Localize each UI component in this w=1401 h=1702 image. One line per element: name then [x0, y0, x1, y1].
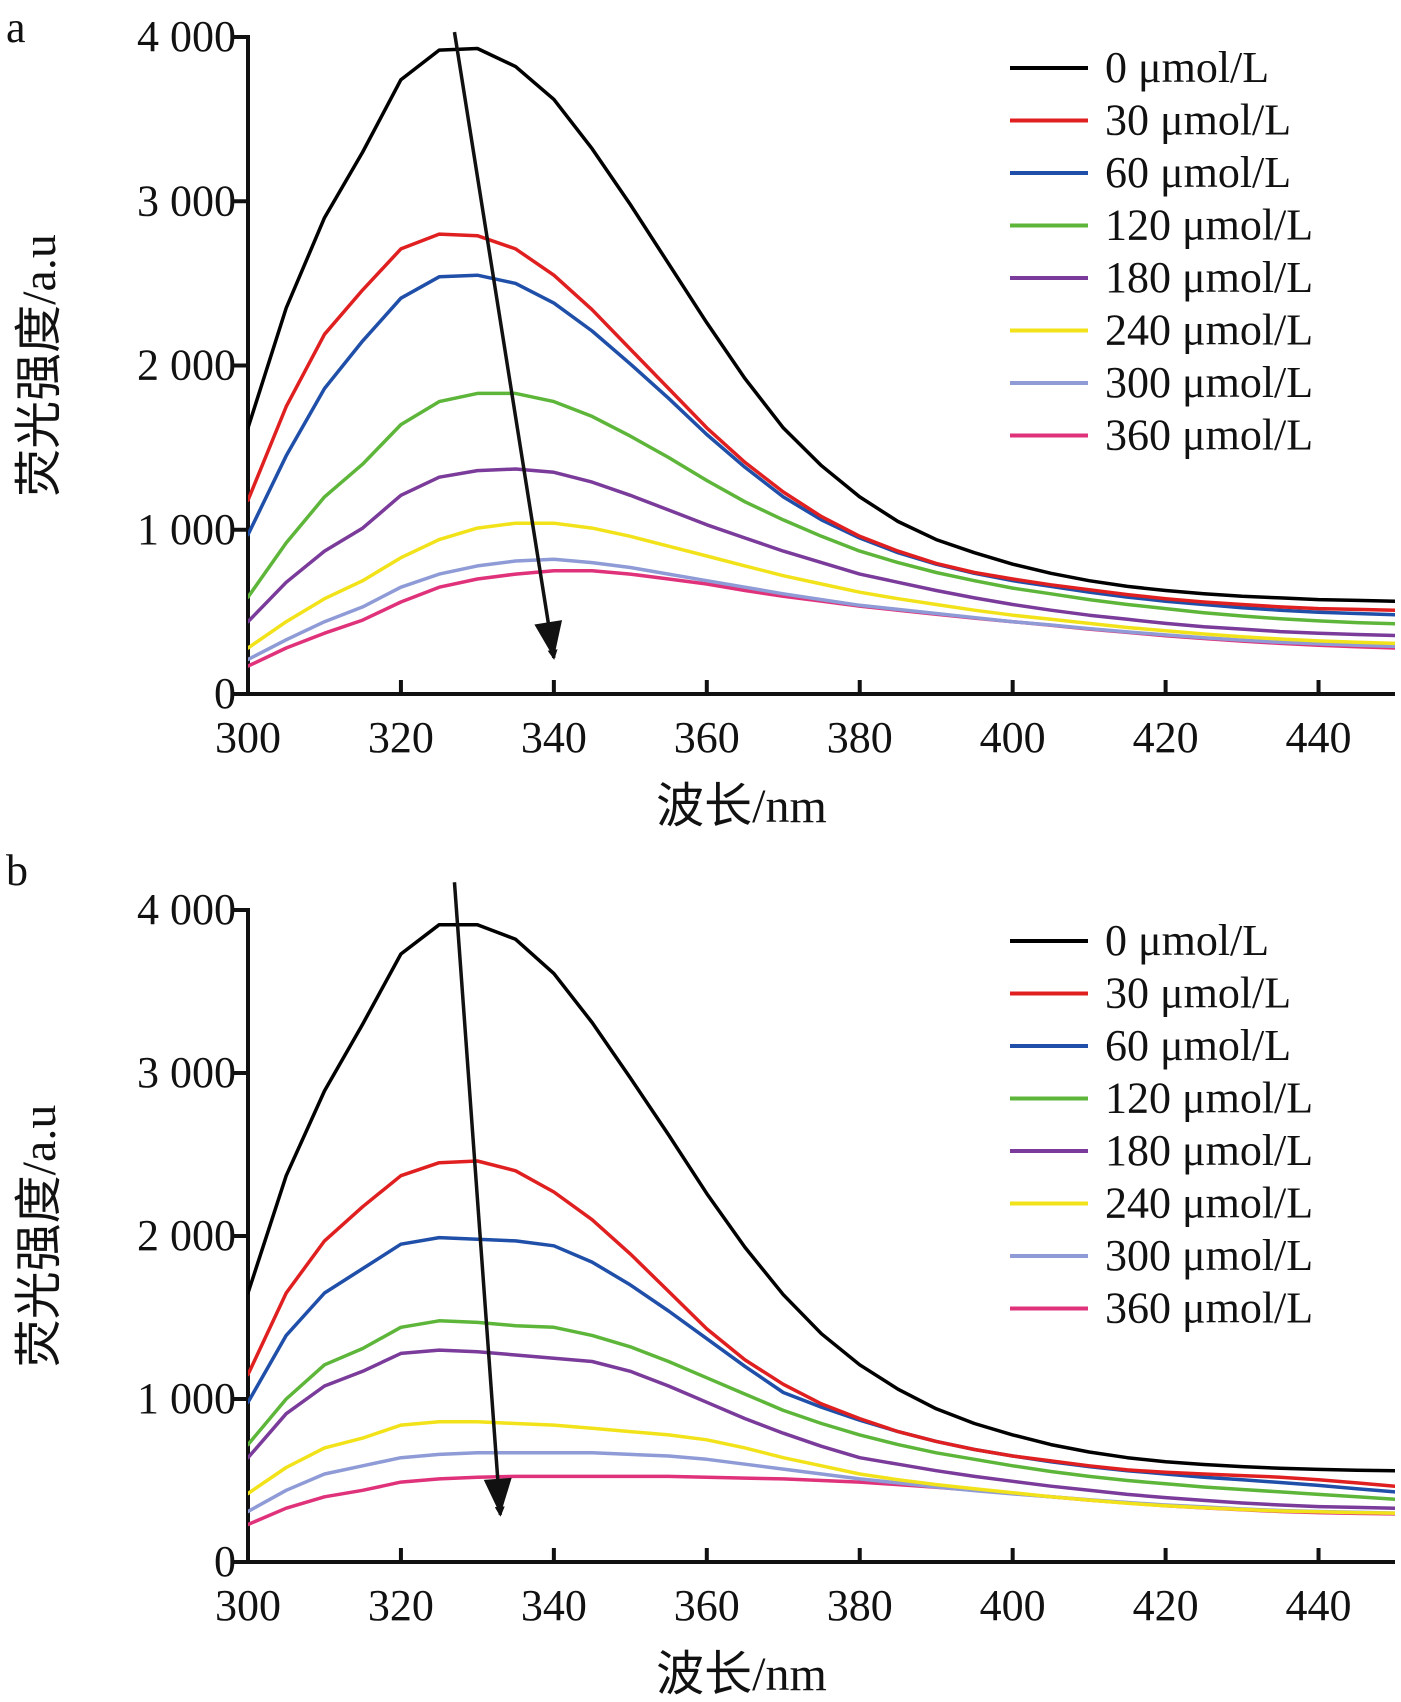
y-tick-label: 2 000	[137, 1211, 236, 1260]
x-tick-label: 320	[368, 713, 434, 762]
legend-label: 120 μmol/L	[1105, 1074, 1313, 1123]
y-tick-label: 4 000	[137, 12, 236, 61]
legend-label: 300 μmol/L	[1105, 1231, 1313, 1280]
legend-label: 240 μmol/L	[1105, 306, 1313, 355]
y-tick-label: 3 000	[137, 1048, 236, 1097]
legend-label: 60 μmol/L	[1105, 148, 1291, 197]
x-tick-label: 380	[827, 713, 893, 762]
x-tick-label: 340	[521, 1581, 587, 1630]
legend-item: 180 μmol/L	[1010, 253, 1313, 302]
series-line-180-umol	[248, 1348, 1395, 1510]
legend-label: 0 μmol/L	[1105, 43, 1269, 92]
y-tick-label: 3 000	[137, 176, 236, 225]
x-axis-title: 波长/nm	[656, 1648, 827, 1697]
x-tick-label: 400	[980, 1581, 1046, 1630]
x-tick-label: 340	[521, 713, 587, 762]
x-tick-label: 400	[980, 713, 1046, 762]
x-axis-title: 波长/nm	[656, 780, 827, 833]
series-line-120-umol	[248, 391, 1395, 626]
legend-item: 360 μmol/L	[1010, 1284, 1313, 1333]
legend-item: 300 μmol/L	[1010, 358, 1313, 407]
series-line-240-umol	[248, 1420, 1395, 1515]
y-tick-label: 1 000	[137, 1374, 236, 1423]
series-line-120-umol	[248, 1319, 1395, 1501]
x-tick-label: 300	[215, 1581, 281, 1630]
trend-arrow	[452, 882, 505, 1517]
legend-item: 180 μmol/L	[1010, 1126, 1313, 1175]
series-group	[248, 922, 1395, 1527]
y-tick-label: 2 000	[137, 341, 236, 390]
panel-label: b	[6, 846, 28, 895]
legend-item: 300 μmol/L	[1010, 1231, 1313, 1280]
legend-label: 360 μmol/L	[1105, 411, 1313, 460]
chart-panel-b: b 300 320 340 360 380 400 420 440 0 1 000 2 000 3 00…	[6, 846, 1395, 1701]
x-tick-label: 420	[1133, 1581, 1199, 1630]
chart-panel-a: a 300 320 340 360 380 400 420 440 0 1 000 2 000 3 00…	[6, 3, 1395, 833]
y-tick-label: 0	[214, 669, 236, 718]
legend-item: 30 μmol/L	[1010, 96, 1291, 145]
legend-label: 30 μmol/L	[1105, 96, 1291, 145]
series-line-240-umol	[248, 521, 1395, 650]
legend-item: 30 μmol/L	[1010, 969, 1291, 1018]
legend-label: 180 μmol/L	[1105, 253, 1313, 302]
y-axis-title: 荧光强度/a.u	[13, 234, 66, 497]
legend-label: 0 μmol/L	[1105, 916, 1269, 965]
x-tick-label: 300	[215, 713, 281, 762]
x-tick-label: 420	[1133, 713, 1199, 762]
panel-label: a	[6, 3, 26, 52]
legend-label: 360 μmol/L	[1105, 1284, 1313, 1333]
legend-label: 300 μmol/L	[1105, 358, 1313, 407]
y-axis-title: 荧光强度/a.u	[13, 1105, 66, 1368]
trend-arrow-head	[483, 1477, 512, 1515]
legend-item: 240 μmol/L	[1010, 306, 1313, 355]
legend-label: 120 μmol/L	[1105, 201, 1313, 250]
legend-item: 360 μmol/L	[1010, 411, 1313, 460]
x-tick-label: 360	[674, 1581, 740, 1630]
x-tick-label: 440	[1286, 713, 1352, 762]
trend-arrow-head	[534, 620, 563, 658]
legend-item: 240 μmol/L	[1010, 1179, 1313, 1228]
x-tick-label: 320	[368, 1581, 434, 1630]
series-line-0-umol	[248, 922, 1395, 1473]
series-line-0-umol	[248, 46, 1395, 603]
series-line-300-umol	[248, 557, 1395, 662]
series-line-30-umol	[248, 232, 1395, 612]
y-tick-label: 0	[214, 1537, 236, 1586]
legend-label: 60 μmol/L	[1105, 1021, 1291, 1070]
legend-item: 60 μmol/L	[1010, 148, 1291, 197]
x-tick-label: 440	[1286, 1581, 1352, 1630]
series-line-30-umol	[248, 1159, 1395, 1488]
legend-label: 30 μmol/L	[1105, 969, 1291, 1018]
series-group	[248, 46, 1395, 668]
trend-arrow	[452, 31, 558, 660]
x-tick-label: 380	[827, 1581, 893, 1630]
legend-item: 60 μmol/L	[1010, 1021, 1291, 1070]
y-tick-label: 4 000	[137, 885, 236, 934]
legend-item: 120 μmol/L	[1010, 1074, 1313, 1123]
y-tick-label: 1 000	[137, 505, 236, 554]
series-line-60-umol	[248, 1235, 1395, 1494]
legend-label: 240 μmol/L	[1105, 1179, 1313, 1228]
series-line-180-umol	[248, 467, 1395, 638]
x-tick-label: 360	[674, 713, 740, 762]
legend-item: 0 μmol/L	[1010, 43, 1269, 92]
legend-item: 0 μmol/L	[1010, 916, 1269, 965]
series-line-60-umol	[248, 273, 1395, 617]
legend-item: 120 μmol/L	[1010, 201, 1313, 250]
legend-label: 180 μmol/L	[1105, 1126, 1313, 1175]
series-line-300-umol	[248, 1451, 1395, 1515]
